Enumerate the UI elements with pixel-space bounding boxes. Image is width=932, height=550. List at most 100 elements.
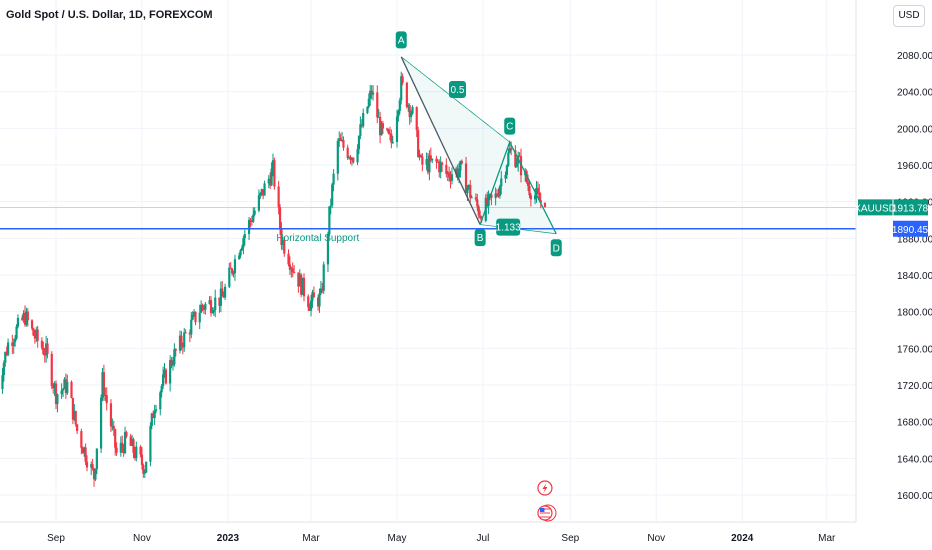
candle — [326, 231, 330, 273]
candle — [92, 467, 96, 487]
candle — [386, 127, 389, 132]
candle — [15, 324, 18, 340]
time-tick-label: May — [388, 533, 407, 544]
candle — [346, 144, 349, 160]
candle — [378, 111, 382, 144]
candle — [73, 404, 76, 421]
candle — [470, 195, 473, 199]
candles — [1, 71, 547, 487]
candle — [125, 430, 128, 439]
candle — [401, 73, 404, 86]
candle — [388, 126, 392, 141]
candle — [170, 357, 173, 369]
price-tick-label: 1680.00 — [897, 418, 932, 429]
candle — [90, 461, 93, 476]
symbol-title: Gold Spot / U.S. Dollar, 1D, FOREXCOM — [6, 9, 213, 21]
harmonic-pattern[interactable]: A B C D 0.5 1.133 — [395, 31, 562, 257]
candle — [318, 288, 321, 313]
candle — [71, 397, 75, 425]
event-markers[interactable] — [537, 480, 557, 522]
candle — [460, 159, 463, 165]
candle — [290, 266, 293, 278]
time-axis[interactable]: Sep Nov 2023 Mar May Jul Sep Nov 2024 Mar — [0, 521, 856, 544]
candle — [278, 204, 282, 236]
candle — [232, 270, 235, 278]
price-axis[interactable]: 1600.00 1640.00 1680.00 1720.00 1760.00 1800.… — [855, 0, 932, 522]
candle — [181, 342, 184, 355]
candle — [380, 120, 383, 136]
candle — [64, 373, 67, 399]
us-flag-event-icon[interactable] — [537, 504, 557, 522]
candle — [133, 446, 137, 461]
candle — [84, 443, 87, 466]
candle — [184, 329, 187, 334]
candle — [192, 309, 196, 317]
candle — [16, 314, 20, 329]
time-tick-label: 2023 — [217, 533, 240, 544]
candle — [228, 262, 231, 289]
candle — [322, 261, 325, 294]
candle — [415, 106, 418, 138]
candle — [257, 189, 261, 213]
svg-text:D: D — [553, 243, 560, 254]
candle — [309, 294, 313, 317]
candle — [446, 170, 449, 181]
candle — [371, 85, 375, 101]
price-tick-label: 1880.00 — [897, 234, 932, 245]
pattern-point-b: B — [474, 229, 486, 247]
lightning-event-icon[interactable] — [537, 480, 553, 496]
candle — [270, 162, 273, 187]
svg-text:1.133: 1.133 — [496, 223, 521, 234]
candle — [214, 289, 217, 318]
candle — [494, 187, 497, 206]
candle — [417, 126, 420, 158]
candle — [370, 85, 373, 100]
candle — [219, 281, 222, 313]
candle — [109, 399, 113, 432]
time-tick-label: Mar — [818, 533, 836, 544]
candle — [297, 272, 300, 293]
candle — [218, 297, 221, 313]
currency-button[interactable]: USD — [893, 5, 925, 27]
candle — [367, 93, 370, 109]
candle — [409, 110, 413, 123]
candle — [2, 360, 5, 382]
candle — [123, 426, 127, 455]
candle — [61, 388, 65, 398]
candle — [139, 445, 142, 458]
candle — [33, 329, 36, 344]
candle — [149, 422, 152, 467]
pattern-point-c: C — [504, 117, 516, 135]
candle — [438, 159, 441, 178]
candle — [328, 206, 331, 237]
candle — [164, 367, 168, 385]
candle — [543, 202, 547, 208]
candle — [209, 296, 213, 317]
candle — [99, 394, 103, 453]
candle — [283, 236, 286, 257]
candle — [23, 305, 27, 327]
candle — [479, 210, 482, 219]
candle — [45, 335, 48, 363]
candle — [81, 446, 84, 454]
candle — [312, 286, 315, 298]
candle — [359, 116, 362, 140]
candle — [56, 393, 59, 413]
candle — [477, 204, 480, 219]
candle — [350, 156, 354, 166]
candle — [191, 311, 194, 321]
support-price-badge: 1890.45 — [892, 220, 929, 237]
candle — [514, 145, 517, 169]
pattern-point-d: D — [550, 239, 562, 257]
candle — [391, 135, 394, 144]
candle — [436, 159, 439, 164]
candle — [198, 304, 201, 330]
candle — [428, 150, 431, 181]
candle — [536, 181, 540, 195]
pattern-ratio-line-ac — [401, 56, 510, 143]
candle — [311, 289, 314, 308]
time-tick-label: Nov — [133, 533, 151, 544]
